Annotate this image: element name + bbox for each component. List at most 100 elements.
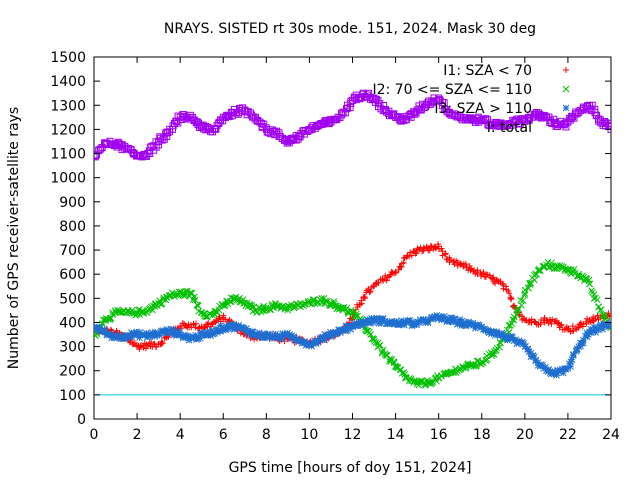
data-point — [406, 253, 413, 260]
data-point — [462, 261, 469, 268]
data-point — [426, 247, 433, 254]
y-tick-label: 800 — [59, 219, 86, 235]
data-point — [494, 277, 501, 284]
data-point — [221, 302, 229, 310]
data-point — [182, 291, 189, 299]
x-tick-label: 12 — [344, 427, 362, 443]
data-point — [119, 309, 126, 316]
data-point — [568, 356, 576, 363]
data-point — [158, 338, 165, 345]
y-tick-label: 200 — [59, 364, 86, 380]
data-point — [595, 316, 602, 323]
data-point — [184, 287, 191, 295]
data-point — [368, 284, 375, 291]
x-tick-label: 8 — [262, 427, 271, 443]
data-point — [541, 314, 548, 321]
data-point — [520, 315, 527, 322]
data-point — [492, 280, 499, 287]
legend-label: I1: SZA < 70 — [443, 63, 532, 79]
data-point — [506, 290, 513, 297]
data-point — [133, 311, 141, 318]
data-point — [433, 245, 440, 252]
data-point — [408, 252, 415, 259]
data-point — [188, 289, 196, 297]
x-axis-label: GPS time [hours of doy 151, 2024] — [229, 460, 472, 476]
data-point — [192, 320, 199, 327]
legend-label: I2: 70 <= SZA <= 110 — [372, 82, 532, 98]
y-tick-label: 1400 — [50, 74, 86, 90]
y-tick-label: 300 — [59, 340, 86, 356]
y-tick-label: 600 — [59, 267, 86, 283]
data-point — [413, 250, 420, 257]
chart-title: NRAYS. SISTED rt 30s mode. 151, 2024. Ma… — [164, 21, 536, 37]
x-tick-label: 16 — [430, 427, 448, 443]
data-point — [423, 244, 430, 251]
data-point — [442, 250, 449, 257]
x-tick-label: 14 — [387, 427, 405, 443]
data-point — [451, 261, 458, 268]
data-point — [106, 315, 114, 322]
data-point — [435, 241, 442, 248]
data-point — [362, 295, 369, 302]
data-point — [574, 324, 581, 331]
data-point — [407, 249, 414, 256]
data-point — [557, 322, 564, 329]
y-tick-label: 1500 — [50, 50, 86, 66]
x-tick-label: 22 — [559, 427, 577, 443]
legend-label: I: total — [487, 120, 532, 136]
data-point — [442, 251, 449, 258]
data-point — [569, 323, 576, 330]
series-3 — [94, 89, 611, 161]
y-tick-label: 0 — [77, 412, 86, 428]
data-point — [558, 321, 565, 328]
data-point — [153, 302, 161, 309]
data-point — [383, 277, 390, 284]
data-point — [180, 292, 188, 300]
y-axis-label: Number of GPS receiver-satellite rays — [6, 107, 22, 369]
y-tick-label: 500 — [59, 291, 86, 307]
data-point — [388, 268, 395, 275]
data-point — [392, 269, 399, 276]
y-tick-label: 700 — [59, 243, 86, 259]
data-point — [136, 346, 143, 353]
legend-label: I3: SZA > 110 — [434, 101, 532, 117]
data-point — [438, 245, 445, 252]
x-tick-label: 20 — [516, 427, 534, 443]
data-point — [156, 297, 163, 304]
data-point — [605, 310, 611, 317]
data-point — [191, 296, 199, 304]
x-tick-label: 2 — [133, 427, 142, 443]
data-point — [427, 242, 434, 249]
data-point — [366, 289, 373, 296]
data-point — [211, 307, 219, 315]
data-point — [584, 315, 591, 322]
y-tick-label: 1100 — [50, 147, 86, 163]
y-tick-label: 1000 — [50, 171, 86, 187]
data-point — [142, 345, 149, 352]
data-point — [220, 312, 227, 319]
y-tick-label: 400 — [59, 315, 86, 331]
legend-marker — [563, 67, 569, 73]
data-point — [537, 321, 544, 328]
data-point — [497, 339, 504, 347]
data-point — [507, 296, 514, 303]
y-tick-label: 100 — [59, 388, 86, 404]
data-point — [395, 266, 402, 273]
x-tick-label: 10 — [301, 427, 319, 443]
x-tick-label: 0 — [90, 427, 99, 443]
data-point — [592, 315, 599, 322]
data-point — [554, 320, 561, 327]
data-point — [490, 274, 497, 281]
data-point — [361, 293, 368, 300]
y-tick-label: 1200 — [50, 122, 86, 138]
data-point — [185, 321, 192, 328]
series-1 — [94, 258, 611, 389]
data-point — [261, 307, 268, 315]
data-point — [255, 329, 263, 337]
data-point — [375, 279, 382, 286]
data-point — [248, 303, 256, 311]
data-point — [379, 276, 386, 283]
legend-marker — [562, 85, 570, 93]
x-tick-label: 24 — [602, 427, 620, 443]
